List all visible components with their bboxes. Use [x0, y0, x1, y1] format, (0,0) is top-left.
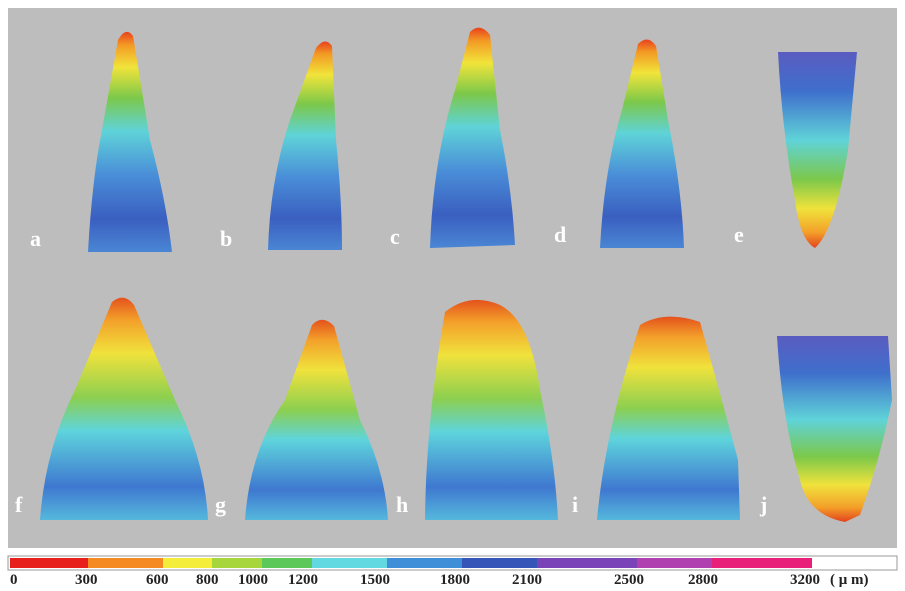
color-segment	[637, 558, 712, 568]
colorbar-tick: 1800	[440, 572, 470, 588]
color-segment	[10, 558, 88, 568]
color-segment	[262, 558, 312, 568]
color-segment	[212, 558, 262, 568]
panel-label: g	[215, 492, 226, 517]
colorbar-tick: 3200	[790, 572, 820, 588]
color-segment	[462, 558, 537, 568]
colorbar-tick: 1000	[238, 572, 268, 588]
panel-label: f	[15, 492, 23, 517]
colorbar-tick: 2800	[688, 572, 718, 588]
colorbar-tick: 0	[10, 572, 18, 588]
panel-label: e	[734, 222, 744, 247]
color-segment	[387, 558, 462, 568]
figure: a b c d e f g h i j 0 300 600 800 1000 1…	[0, 0, 905, 591]
colorbar-tick: 1200	[288, 572, 318, 588]
panel-label: a	[30, 226, 41, 251]
colorbar-tick: 600	[146, 572, 169, 588]
panel-label: b	[220, 226, 232, 251]
panel-label: i	[572, 492, 578, 517]
color-segment	[88, 558, 163, 568]
colorbar-tick: 1500	[360, 572, 390, 588]
panel-label: d	[554, 222, 566, 247]
panel-label: j	[759, 492, 767, 517]
panel-label: c	[390, 224, 400, 249]
color-segment	[163, 558, 212, 568]
colorbar-tick: 2500	[614, 572, 644, 588]
color-segment	[712, 558, 812, 568]
colorbar-tick: 300	[75, 572, 98, 588]
color-segment	[537, 558, 637, 568]
color-segment	[312, 558, 387, 568]
colorbar-unit: ( μ m)	[830, 572, 869, 588]
colorbar-tick: 800	[196, 572, 219, 588]
colorbar-tick: 2100	[512, 572, 542, 588]
panel-label: h	[396, 492, 408, 517]
